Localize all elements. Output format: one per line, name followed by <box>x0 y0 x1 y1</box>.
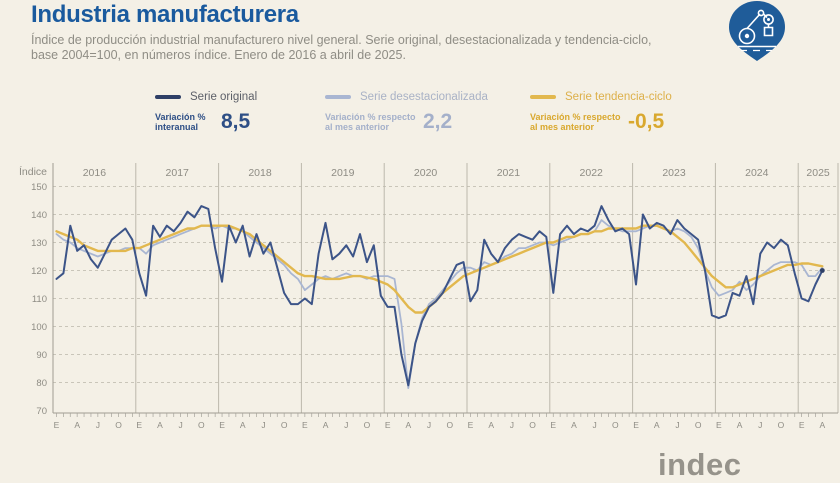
caption-line-2: interanual <box>155 122 199 132</box>
axis-label: 2023 <box>662 167 686 179</box>
axis-label: 100 <box>31 322 47 333</box>
indec-logo: indec <box>658 447 742 482</box>
axis-label: 80 <box>36 378 47 389</box>
caption-line-2: al mes anterior <box>530 122 595 132</box>
page-subtitle: Índice de producción industrial manufact… <box>31 33 652 63</box>
axis-label: 90 <box>36 350 47 361</box>
axis-label: E <box>136 420 142 430</box>
axis-label: 2018 <box>248 167 272 179</box>
serie-tendencia-ciclo-swatch-icon <box>530 95 556 99</box>
legend-item-serie-tendencia-ciclo: Serie tendencia-ciclo Variación % respec… <box>530 90 672 134</box>
axis-label: 2019 <box>331 167 355 179</box>
axis-label: A <box>157 420 163 430</box>
axis-label: E <box>54 420 60 430</box>
serie-desestacionalizada-swatch-icon <box>325 95 351 99</box>
axis-label: E <box>633 420 639 430</box>
legend-value: -0,5 <box>628 110 665 133</box>
axis-label: J <box>510 420 514 430</box>
legend-label: Serie tendencia-ciclo <box>565 91 672 103</box>
axis-label: O <box>446 420 453 430</box>
axis-label: 2025 <box>806 167 830 179</box>
axis-label: J <box>179 420 183 430</box>
page-title: Industria manufacturera <box>31 1 299 28</box>
axis-label: J <box>261 420 265 430</box>
axis-label: O <box>198 420 205 430</box>
axis-label: 2021 <box>497 167 521 179</box>
axis-label: E <box>716 420 722 430</box>
axis-label: 150 <box>31 182 47 193</box>
legend-label: Serie original <box>190 91 258 103</box>
axis-label: O <box>115 420 122 430</box>
serie-original-swatch-icon <box>155 95 181 99</box>
industrial-robot-arm-icon <box>729 1 785 61</box>
axis-label: E <box>550 420 556 430</box>
legend-caption: Variación % respecto al mes anterior <box>325 112 421 132</box>
axis-label: E <box>468 420 474 430</box>
caption-line-2: al mes anterior <box>325 122 390 132</box>
axis-label: A <box>654 420 660 430</box>
axis-label: O <box>281 420 288 430</box>
caption-line-1: Variación % <box>155 112 206 122</box>
axis-label: E <box>302 420 308 430</box>
line-chart-svg: Índice 150 140 130 120 110 100 90 80 70 2016 2017 20… <box>19 163 839 430</box>
series-line-1 <box>55 219 824 390</box>
axis-label: A <box>74 420 80 430</box>
robot-arm-glyph <box>738 9 776 52</box>
axis-label: A <box>406 420 412 430</box>
axis-label: 2024 <box>745 167 769 179</box>
axis-label: O <box>612 420 619 430</box>
legend-item-serie-original: Serie original Variación % interanual 8,… <box>155 90 257 134</box>
axis-label: Índice <box>19 165 47 178</box>
axis-label: A <box>820 420 826 430</box>
axis-label: J <box>96 420 100 430</box>
axis-label: A <box>240 420 246 430</box>
axis-label: 130 <box>31 238 47 249</box>
axis-label: 2016 <box>83 167 107 179</box>
axis-label: O <box>364 420 371 430</box>
legend-value: 2,2 <box>423 110 453 133</box>
axis-label: O <box>778 420 785 430</box>
axis-label: 2022 <box>580 167 604 179</box>
axis-label: 140 <box>31 210 47 221</box>
legend-value: 8,5 <box>221 110 251 133</box>
axis-label: J <box>593 420 597 430</box>
caption-line-1: Variación % respecto <box>325 112 416 122</box>
subtitle-line-2: base 2004=100, en números índice. Enero … <box>31 48 406 62</box>
caption-line-1: Variación % respecto <box>530 112 621 122</box>
legend-label: Serie desestacionalizada <box>360 91 488 103</box>
axis-label: 2020 <box>414 167 438 179</box>
axis-label: J <box>344 420 348 430</box>
axis-label: E <box>219 420 225 430</box>
legend-caption: Variación % interanual <box>155 112 219 132</box>
subtitle-line-1: Índice de producción industrial manufact… <box>31 33 652 47</box>
legend-item-serie-desestacionalizada: Serie desestacionalizada Variación % res… <box>325 90 488 134</box>
axis-label: A <box>737 420 743 430</box>
legend-caption: Variación % respecto al mes anterior <box>530 112 626 132</box>
axis-label: J <box>427 420 431 430</box>
axis-label: 2017 <box>166 167 190 179</box>
axis-label: A <box>571 420 577 430</box>
axis-label: O <box>695 420 702 430</box>
axis-label: 110 <box>32 294 47 305</box>
series-line-0 <box>55 205 824 387</box>
axis-label: 120 <box>31 266 47 277</box>
axis-label: O <box>529 420 536 430</box>
axis-label: 70 <box>36 406 47 417</box>
axis-label: E <box>385 420 391 430</box>
axis-label: J <box>758 420 762 430</box>
axis-label: J <box>675 420 679 430</box>
series-endpoint-dot <box>819 268 825 273</box>
axis-label: E <box>799 420 805 430</box>
axis-label: A <box>323 420 329 430</box>
axis-label: A <box>488 420 494 430</box>
